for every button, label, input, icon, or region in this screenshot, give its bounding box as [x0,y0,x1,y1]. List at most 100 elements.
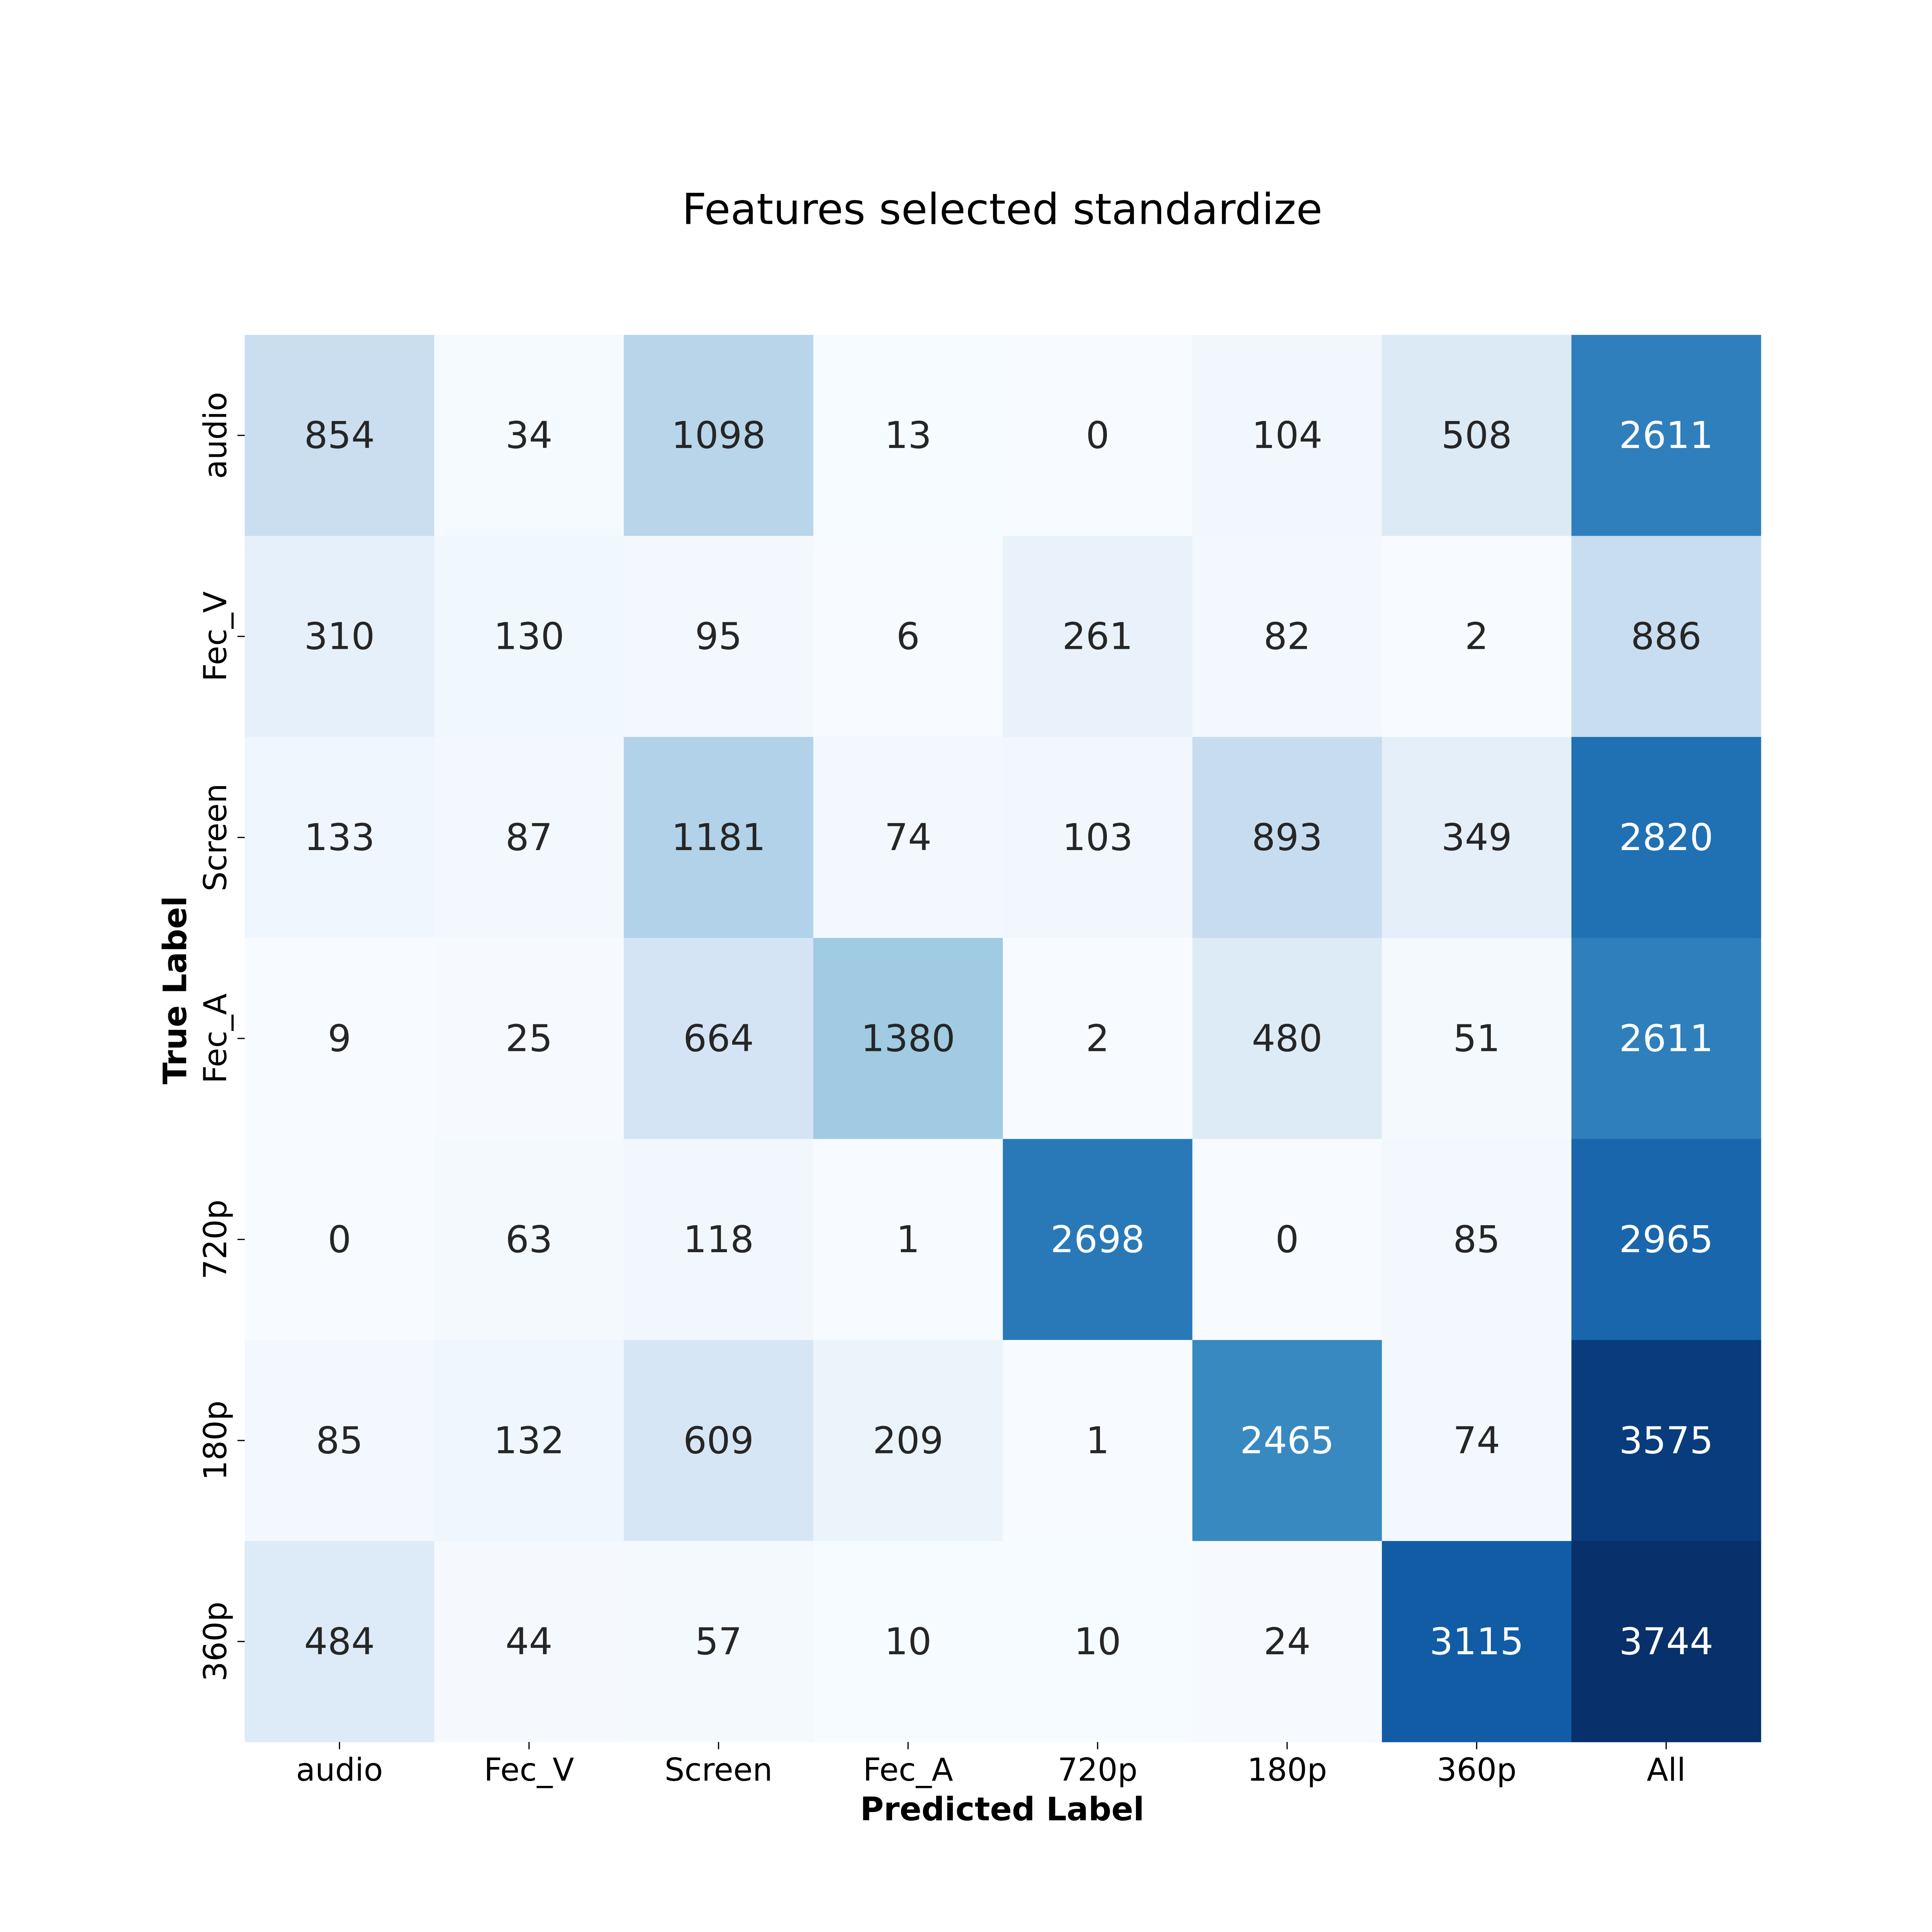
heatmap-cell [1192,938,1382,1139]
heatmap-cell [1192,1139,1382,1340]
cell-value-label: 3744 [1619,1620,1713,1663]
x-tick-label: All [1647,1752,1686,1788]
heatmap-cell [813,335,1003,536]
heatmap-cell [623,1139,814,1340]
cell-value-label: 130 [494,615,565,658]
cell-value-label: 3115 [1430,1620,1524,1663]
cell-value-label: 664 [683,1017,754,1060]
heatmap-cell [1571,1139,1761,1340]
cell-value-label: 484 [304,1620,375,1663]
heatmap-cell [434,1340,624,1542]
heatmap-cell [623,335,814,536]
heatmap-cell [1192,737,1382,938]
y-tick-label: audio [198,392,234,479]
heatmap-cell [245,1541,435,1742]
cell-value-label: 10 [1074,1620,1121,1663]
cell-value-label: 854 [304,414,375,457]
heatmap-cell [813,1541,1003,1742]
cell-value-label: 2965 [1619,1218,1713,1261]
heatmap-cell [434,1139,624,1340]
heatmap-cell [1192,335,1382,536]
cell-value-label: 85 [1453,1218,1500,1261]
cell-value-label: 3575 [1619,1419,1713,1462]
heatmap-cell [1382,335,1572,536]
heatmap-cell [245,536,435,737]
heatmap-cell [813,938,1003,1139]
cell-value-label: 1181 [671,816,766,859]
cell-value-label: 2820 [1619,816,1713,859]
y-tick-label: Fec_A [198,993,234,1084]
heatmap-cell [434,737,624,938]
heatmap-cell [434,938,624,1139]
heatmap-cell [1003,737,1193,938]
heatmap-cell [434,1541,624,1742]
heatmap-cell [623,536,814,737]
cell-value-label: 261 [1062,615,1133,658]
cell-value-label: 74 [885,816,932,859]
heatmap-cell [1382,737,1572,938]
heatmap-cell [245,1139,435,1340]
cell-value-label: 0 [328,1218,351,1261]
cell-value-label: 310 [304,615,375,658]
cell-value-label: 118 [683,1218,754,1261]
cell-value-label: 480 [1252,1017,1323,1060]
cell-value-label: 1 [1086,1419,1110,1462]
cell-value-label: 103 [1062,816,1133,859]
cell-value-label: 44 [506,1620,553,1663]
cell-value-label: 0 [1086,414,1110,457]
cell-value-label: 0 [1276,1218,1299,1261]
cell-value-label: 609 [683,1419,754,1462]
cell-value-label: 85 [316,1419,363,1462]
cell-value-label: 9 [328,1017,351,1060]
heatmap-cell [1571,938,1761,1139]
cell-value-label: 24 [1263,1620,1311,1663]
heatmap-cell [1571,536,1761,737]
cell-value-label: 95 [695,615,742,658]
cell-value-label: 51 [1453,1017,1500,1060]
cell-value-label: 2698 [1051,1218,1145,1261]
cell-value-label: 104 [1252,414,1323,457]
heatmap-cell [1003,1340,1193,1542]
y-tick-label: 180p [198,1401,234,1480]
cell-value-label: 893 [1252,816,1323,859]
y-tick-label: Fec_V [198,591,234,681]
heatmap-cells [245,335,1761,1742]
cell-value-label: 57 [695,1620,742,1663]
y-tick-label: 720p [198,1199,234,1279]
cell-value-label: 349 [1441,816,1512,859]
cell-value-label: 2611 [1619,1017,1713,1060]
heatmap-cell [434,536,624,737]
cell-value-label: 34 [506,414,553,457]
y-tick-label: Screen [198,783,234,891]
heatmap-cell [623,1541,814,1742]
x-tick-label: Screen [665,1752,772,1788]
cell-value-label: 1098 [671,414,766,457]
x-tick-label: Fec_V [484,1752,574,1788]
heatmap-cell [1382,1139,1572,1340]
cell-value-label: 74 [1453,1419,1500,1462]
heatmap-cell [813,536,1003,737]
heatmap-cell [245,737,435,938]
chart-title: Features selected standardize [682,185,1322,234]
heatmap-cell [434,335,624,536]
cell-value-label: 13 [885,414,932,457]
cell-value-label: 508 [1441,414,1512,457]
cell-value-label: 1 [896,1218,920,1261]
cell-value-label: 886 [1631,615,1702,658]
heatmap-cell [623,938,814,1139]
x-tick-label: audio [296,1752,383,1788]
heatmap-cell [1192,536,1382,737]
cell-value-label: 63 [506,1218,553,1261]
x-axis-title: Predicted Label [860,1791,1144,1828]
heatmap-cell [1571,1541,1761,1742]
cell-value-label: 133 [304,816,375,859]
cell-value-label: 25 [506,1017,553,1060]
heatmap-cell [1382,1541,1572,1742]
y-axis-ticks: audio Fec_V Screen Fec_A 720p 180p 360p [198,392,245,1681]
heatmap-cell [1192,1541,1382,1742]
heatmap-cell [1382,536,1572,737]
cell-value-label: 2 [1465,615,1488,658]
